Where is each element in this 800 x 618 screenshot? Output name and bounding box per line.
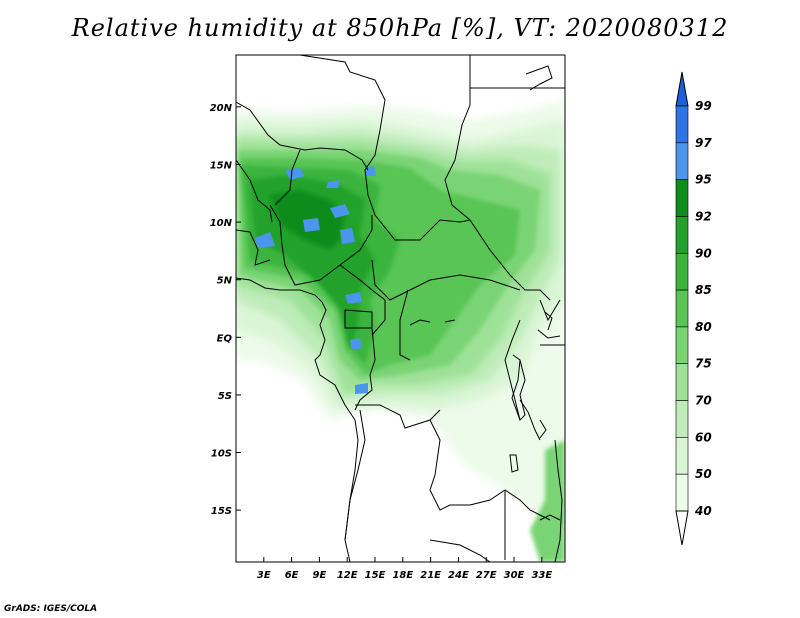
lat-tick-label: 15N bbox=[210, 160, 233, 171]
map-frame bbox=[235, 54, 566, 563]
colorbar-bin bbox=[675, 179, 689, 217]
lon-tick-label: 21E bbox=[420, 570, 441, 581]
map-title: Relative humidity at 850hPa [%], VT: 202… bbox=[71, 14, 729, 42]
colorbar: 99 97 95 92 90 85 80 75 70 60 50 40 bbox=[675, 71, 712, 546]
colorbar-label: 99 bbox=[695, 99, 712, 113]
colorbar-label: 75 bbox=[695, 357, 712, 371]
colorbar-bin bbox=[675, 437, 689, 475]
software-credit: GrADS: IGES/COLA bbox=[4, 604, 98, 614]
colorbar-label: 50 bbox=[695, 467, 712, 481]
longitude-axis: 3E 6E 9E 12E 15E 18E 21E 24E 27E 30E 33E bbox=[257, 557, 552, 581]
colorbar-bin bbox=[675, 289, 689, 328]
colorbar-bin bbox=[675, 216, 689, 254]
colorbar-top-arrow bbox=[675, 71, 689, 107]
country-boundaries bbox=[236, 55, 565, 562]
lat-tick-label: 10N bbox=[210, 218, 233, 229]
lat-tick-label: 20N bbox=[210, 103, 233, 114]
lat-tick-label: 15S bbox=[211, 506, 232, 517]
colorbar-label: 80 bbox=[695, 320, 712, 334]
lon-tick-label: 6E bbox=[285, 570, 299, 581]
colorbar-label: 70 bbox=[695, 394, 712, 408]
colorbar-bin bbox=[675, 142, 689, 180]
colorbar-bin bbox=[675, 400, 689, 438]
colorbar-label: 97 bbox=[695, 136, 712, 150]
lon-tick-label: 3E bbox=[257, 570, 271, 581]
latitude-axis: 20N 15N 10N 5N EQ 5S 10S 15S bbox=[210, 103, 241, 517]
lon-tick-label: 18E bbox=[392, 570, 413, 581]
lon-tick-label: 24E bbox=[448, 570, 469, 581]
colorbar-label: 95 bbox=[695, 173, 712, 187]
lon-tick-label: 33E bbox=[531, 570, 552, 581]
lat-tick-label: 5N bbox=[217, 276, 233, 287]
lon-tick-label: 15E bbox=[365, 570, 386, 581]
colorbar-bin bbox=[675, 363, 689, 401]
colorbar-label: 40 bbox=[694, 504, 712, 518]
lat-tick-label: 5S bbox=[218, 391, 232, 402]
colorbar-bin bbox=[675, 473, 689, 512]
coastline bbox=[236, 65, 563, 562]
lat-tick-label: 10S bbox=[211, 449, 232, 460]
colorbar-bin bbox=[675, 326, 689, 365]
lat-tick-label: EQ bbox=[217, 333, 233, 344]
colorbar-label: 92 bbox=[695, 209, 712, 223]
lon-tick-label: 9E bbox=[313, 570, 327, 581]
colorbar-label: 60 bbox=[695, 430, 712, 444]
colorbar-label: 85 bbox=[695, 283, 712, 297]
colorbar-bin bbox=[675, 252, 689, 291]
humidity-field bbox=[236, 55, 565, 562]
lon-tick-label: 27E bbox=[476, 570, 497, 581]
humidity-east-patch bbox=[530, 440, 565, 562]
lon-tick-label: 12E bbox=[337, 570, 358, 581]
lon-tick-label: 30E bbox=[504, 570, 525, 581]
colorbar-bottom-arrow bbox=[675, 510, 689, 546]
colorbar-bin bbox=[675, 105, 689, 144]
humidity-band-95 bbox=[255, 166, 563, 524]
colorbar-label: 90 bbox=[695, 246, 712, 260]
